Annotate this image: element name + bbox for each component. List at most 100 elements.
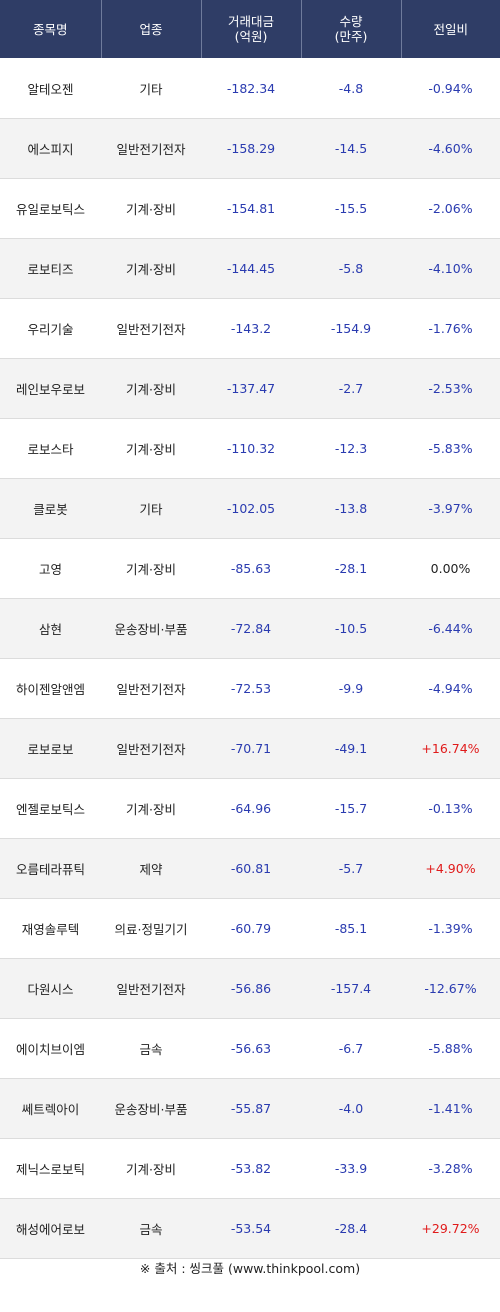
volume-cell: -28.1 xyxy=(301,538,401,599)
table-row: 레인보우로보 기계·장비 -137.47 -2.7 -2.53% xyxy=(0,358,500,419)
change-cell: -5.88% xyxy=(401,1018,500,1079)
stock-name-cell: 오름테라퓨틱 xyxy=(0,838,101,899)
table-row: 우리기술 일반전기전자 -143.2 -154.9 -1.76% xyxy=(0,298,500,359)
stock-name-cell: 다원시스 xyxy=(0,958,101,1019)
change-cell: +16.74% xyxy=(401,718,500,779)
volume-cell: -4.0 xyxy=(301,1078,401,1139)
amount-cell: -53.82 xyxy=(201,1138,301,1199)
sector-cell: 운송장비·부품 xyxy=(101,1078,201,1139)
sector-cell: 일반전기전자 xyxy=(101,658,201,719)
header-amount-label: 거래대금 xyxy=(227,14,274,29)
volume-cell: -28.4 xyxy=(301,1198,401,1259)
sector-cell: 기계·장비 xyxy=(101,418,201,479)
volume-cell: -14.5 xyxy=(301,118,401,179)
change-cell: -1.76% xyxy=(401,298,500,359)
change-cell: +4.90% xyxy=(401,838,500,899)
volume-cell: -15.7 xyxy=(301,778,401,839)
stock-name-cell: 우리기술 xyxy=(0,298,101,359)
volume-cell: -5.7 xyxy=(301,838,401,899)
amount-cell: -137.47 xyxy=(201,358,301,419)
volume-cell: -5.8 xyxy=(301,238,401,299)
header-sector: 업종 xyxy=(100,0,201,59)
stock-name-cell: 엔젤로보틱스 xyxy=(0,778,101,839)
amount-cell: -110.32 xyxy=(201,418,301,479)
sector-cell: 일반전기전자 xyxy=(101,298,201,359)
table-row: 로보스타 기계·장비 -110.32 -12.3 -5.83% xyxy=(0,418,500,479)
amount-cell: -72.84 xyxy=(201,598,301,659)
table-row: 클로봇 기타 -102.05 -13.8 -3.97% xyxy=(0,478,500,539)
sector-cell: 의료·정밀기기 xyxy=(101,898,201,959)
sector-cell: 기계·장비 xyxy=(101,1138,201,1199)
amount-cell: -182.34 xyxy=(201,58,301,119)
amount-cell: -154.81 xyxy=(201,178,301,239)
source-note: ※ 출처 : 씽크풀 (www.thinkpool.com) xyxy=(139,1261,361,1276)
table-body: 알테오젠 기타 -182.34 -4.8 -0.94% 에스피지 일반전기전자 -158.29… xyxy=(0,58,500,1259)
stock-name-cell: 재영솔루텍 xyxy=(0,898,101,959)
table-row: 재영솔루텍 의료·정밀기기 -60.79 -85.1 -1.39% xyxy=(0,898,500,959)
table-row: 다원시스 일반전기전자 -56.86 -157.4 -12.67% xyxy=(0,958,500,1019)
table-row: 알테오젠 기타 -182.34 -4.8 -0.94% xyxy=(0,58,500,119)
change-cell: -12.67% xyxy=(401,958,500,1019)
table-row: 하이젠알앤엠 일반전기전자 -72.53 -9.9 -4.94% xyxy=(0,658,500,719)
amount-cell: -158.29 xyxy=(201,118,301,179)
volume-cell: -12.3 xyxy=(301,418,401,479)
change-cell: -5.83% xyxy=(401,418,500,479)
change-cell: -3.28% xyxy=(401,1138,500,1199)
change-cell: -0.13% xyxy=(401,778,500,839)
volume-cell: -6.7 xyxy=(301,1018,401,1079)
volume-cell: -4.8 xyxy=(301,58,401,119)
amount-cell: -143.2 xyxy=(201,298,301,359)
amount-cell: -55.87 xyxy=(201,1078,301,1139)
change-cell: -1.41% xyxy=(401,1078,500,1139)
header-amount: 거래대금 (억원) xyxy=(200,0,301,59)
change-cell: -1.39% xyxy=(401,898,500,959)
volume-cell: -49.1 xyxy=(301,718,401,779)
header-volume: 수량 (만주) xyxy=(300,0,401,59)
volume-cell: -13.8 xyxy=(301,478,401,539)
sector-cell: 일반전기전자 xyxy=(101,118,201,179)
stock-name-cell: 제닉스로보틱 xyxy=(0,1138,101,1199)
header-name-label: 종목명 xyxy=(32,21,68,37)
change-cell: -4.94% xyxy=(401,658,500,719)
change-cell: -3.97% xyxy=(401,478,500,539)
volume-cell: -10.5 xyxy=(301,598,401,659)
header-volume-label: 수량 xyxy=(339,14,363,29)
stock-name-cell: 로보로보 xyxy=(0,718,101,779)
header-change: 전일비 xyxy=(400,0,500,59)
table-row: 삼현 운송장비·부품 -72.84 -10.5 -6.44% xyxy=(0,598,500,659)
sector-cell: 기계·장비 xyxy=(101,778,201,839)
stock-table: 종목명 업종 거래대금 (억원) 수량 (만주) 전일비 알테오젠 기타 -182.34… xyxy=(0,0,500,1259)
stock-name-cell: 쎄트렉아이 xyxy=(0,1078,101,1139)
amount-cell: -64.96 xyxy=(201,778,301,839)
volume-cell: -9.9 xyxy=(301,658,401,719)
amount-cell: -72.53 xyxy=(201,658,301,719)
amount-cell: -144.45 xyxy=(201,238,301,299)
volume-cell: -15.5 xyxy=(301,178,401,239)
volume-cell: -33.9 xyxy=(301,1138,401,1199)
header-sector-label: 업종 xyxy=(139,21,163,37)
amount-cell: -70.71 xyxy=(201,718,301,779)
table-row: 에이치브이엠 금속 -56.63 -6.7 -5.88% xyxy=(0,1018,500,1079)
change-cell: -2.06% xyxy=(401,178,500,239)
amount-cell: -60.79 xyxy=(201,898,301,959)
change-cell: -6.44% xyxy=(401,598,500,659)
sector-cell: 기타 xyxy=(101,478,201,539)
header-volume-unit: (만주) xyxy=(334,29,368,44)
change-cell: -0.94% xyxy=(401,58,500,119)
sector-cell: 기계·장비 xyxy=(101,358,201,419)
table-row: 쎄트렉아이 운송장비·부품 -55.87 -4.0 -1.41% xyxy=(0,1078,500,1139)
table-row: 로보티즈 기계·장비 -144.45 -5.8 -4.10% xyxy=(0,238,500,299)
sector-cell: 기타 xyxy=(101,58,201,119)
change-cell: -4.60% xyxy=(401,118,500,179)
amount-cell: -56.63 xyxy=(201,1018,301,1079)
volume-cell: -85.1 xyxy=(301,898,401,959)
volume-cell: -2.7 xyxy=(301,358,401,419)
sector-cell: 일반전기전자 xyxy=(101,958,201,1019)
sector-cell: 기계·장비 xyxy=(101,178,201,239)
table-row: 고영 기계·장비 -85.63 -28.1 0.00% xyxy=(0,538,500,599)
stock-name-cell: 클로봇 xyxy=(0,478,101,539)
volume-cell: -154.9 xyxy=(301,298,401,359)
sector-cell: 기계·장비 xyxy=(101,538,201,599)
header-change-label: 전일비 xyxy=(433,21,468,37)
